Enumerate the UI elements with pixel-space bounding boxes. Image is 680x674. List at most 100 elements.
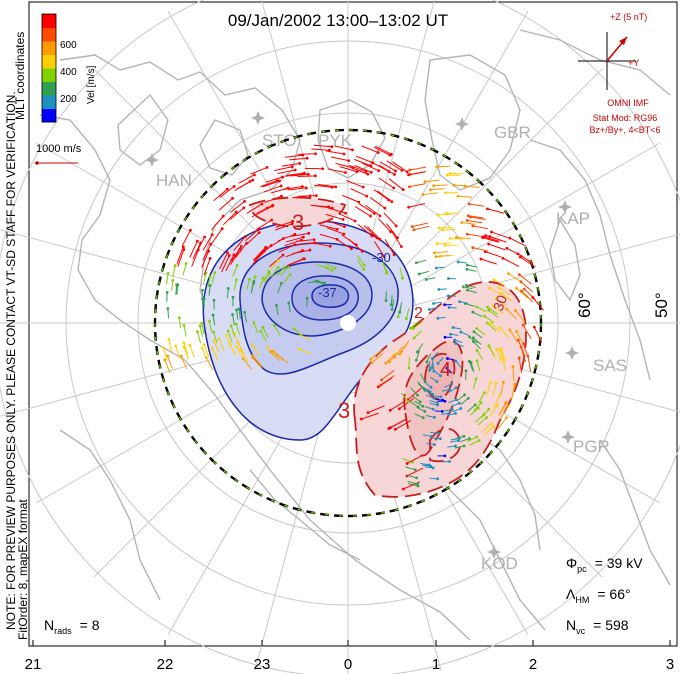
velocity-vector (230, 325, 236, 337)
vector-origin-dot (423, 388, 427, 392)
vector-origin-dot (259, 329, 263, 333)
velocity-vector (406, 467, 424, 477)
vector-origin-dot (182, 248, 186, 251)
radar-stations: STO PYK HAN GBR KAP SAS PGR KOD (145, 111, 627, 573)
vector-origin-dot (431, 466, 435, 470)
velocity-vector (467, 220, 483, 224)
vector-origin-dot (492, 304, 495, 308)
velocity-vector (405, 466, 416, 471)
velocity-vector (519, 274, 532, 285)
vector-origin-dot (361, 185, 365, 189)
vector-origin-dot (189, 228, 192, 232)
vector-origin-dot (448, 460, 451, 463)
vector-origin-dot (405, 170, 409, 174)
vector-origin-dot (211, 313, 215, 317)
velocity-vector (388, 178, 404, 191)
vector-origin-dot (465, 232, 469, 236)
vector-origin-dot (502, 380, 505, 384)
velocity-vector (288, 302, 291, 313)
vector-origin-dot (175, 283, 179, 287)
vector-origin-dot (321, 167, 325, 171)
vector-origin-dot (366, 172, 370, 176)
velocity-vector (168, 339, 173, 352)
station-label-sto: STO (262, 131, 297, 150)
vector-origin-dot (435, 165, 439, 169)
velocity-vector (394, 345, 404, 358)
vector-origin-dot (416, 393, 419, 397)
vector-origin-dot (430, 366, 434, 370)
velocity-vector (270, 267, 279, 278)
velocity-vector (448, 399, 457, 404)
velocity-vector (520, 346, 527, 363)
velocity-vector (461, 222, 477, 225)
plot-frame (28, 1, 678, 647)
velocity-vector (426, 353, 432, 363)
contour-label-positive-1: 30 (490, 293, 510, 313)
vector-origin-dot (276, 259, 280, 263)
velocity-vector (501, 356, 506, 371)
vector-origin-dot (270, 218, 274, 222)
vector-origin-dot (472, 330, 476, 334)
velocity-vectors (161, 144, 544, 491)
velocity-vector (490, 322, 501, 333)
velocity-vector (517, 253, 534, 264)
vector-origin-dot (292, 327, 296, 331)
velocity-vector (171, 280, 174, 291)
vector-origin-dot (231, 295, 235, 299)
velocity-vector (391, 299, 395, 310)
velocity-vector (499, 401, 507, 415)
velocity-vector (482, 237, 499, 243)
velocity-vector (245, 228, 260, 242)
vector-origin-dot (428, 368, 432, 372)
vector-origin-dot (362, 267, 366, 271)
vector-origin-dot (454, 236, 458, 239)
velocity-vector (361, 145, 379, 154)
vector-origin-dot (166, 307, 170, 310)
velocity-vector (334, 145, 353, 151)
vector-origin-dot (347, 159, 351, 163)
velocity-vector (496, 349, 502, 362)
vector-origin-dot (330, 268, 334, 272)
vector-origin-dot (519, 345, 523, 349)
velocity-vector (481, 423, 492, 433)
fit-order-label: FitOrder: 8, mapEX format (16, 499, 30, 640)
vector-origin-dot (494, 381, 498, 385)
vector-origin-dot (203, 235, 206, 239)
velocity-vector (472, 225, 489, 230)
vector-origin-dot (166, 354, 169, 358)
vector-origin-dot (481, 235, 485, 239)
velocity-vector (365, 204, 381, 217)
vector-origin-dot (261, 326, 265, 329)
vector-origin-dot (437, 226, 441, 230)
vector-origin-dot (301, 153, 305, 157)
contour-label-positive-2: 4 (440, 359, 451, 381)
velocity-vector (437, 242, 451, 245)
velocity-vector (191, 249, 199, 267)
vector-origin-dot (485, 321, 489, 325)
velocity-vector (269, 260, 279, 271)
velocity-vector (453, 184, 468, 187)
vector-origin-dot (407, 400, 410, 403)
vector-origin-dot (370, 361, 374, 365)
velocity-vector (235, 323, 241, 335)
vector-origin-dot (378, 214, 382, 218)
color-bar-segment (42, 14, 56, 28)
vector-origin-dot (454, 359, 458, 363)
vector-origin-dot (436, 362, 440, 365)
velocity-vector (466, 436, 478, 443)
velocity-vector (472, 341, 481, 350)
vector-origin-dot (429, 188, 432, 192)
velocity-vector (327, 168, 346, 174)
velocity-vector (472, 378, 477, 390)
vector-origin-dot (475, 435, 479, 439)
vector-origin-dot (287, 301, 291, 305)
vector-origin-dot (272, 324, 276, 328)
vector-origin-dot (418, 400, 422, 404)
velocity-vector (410, 387, 418, 396)
vector-origin-dot (421, 193, 425, 196)
vector-origin-dot (445, 173, 449, 177)
vector-origin-dot (207, 319, 211, 323)
velocity-vector (232, 314, 235, 325)
color-bar-segment (42, 108, 56, 123)
velocity-vector (175, 345, 181, 359)
